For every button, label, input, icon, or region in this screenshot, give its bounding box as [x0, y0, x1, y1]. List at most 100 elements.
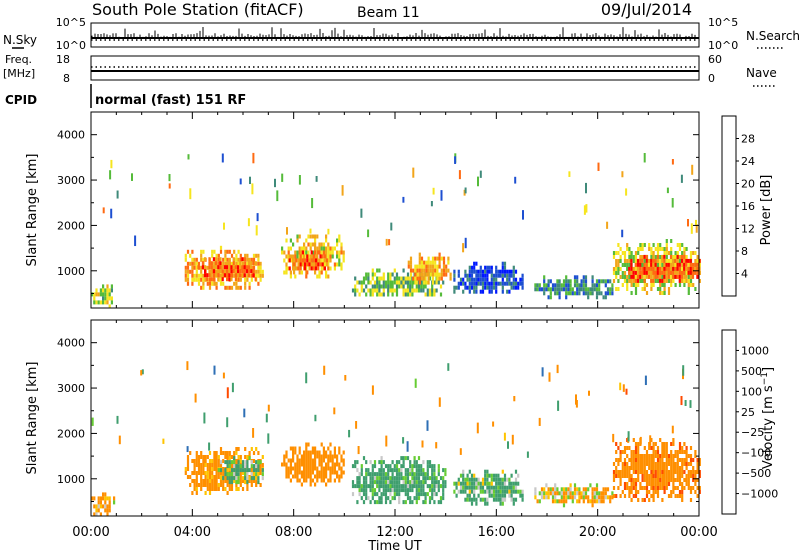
heatmap-cell	[453, 481, 456, 486]
heatmap-cell	[309, 228, 312, 234]
heatmap-cell	[667, 262, 670, 267]
heatmap-cell	[237, 249, 240, 254]
heatmap-cell	[582, 275, 585, 280]
heatmap-cell	[202, 471, 205, 475]
heatmap-cell	[492, 485, 496, 490]
heatmap-cell	[414, 276, 417, 281]
heatmap-cell	[409, 268, 413, 273]
heatmap-cell	[104, 300, 107, 305]
heatmap-cell	[296, 458, 299, 463]
heatmap-cell	[667, 454, 671, 458]
heatmap-cell	[378, 500, 381, 505]
heatmap-cell	[600, 279, 603, 284]
heatmap-cell	[687, 470, 690, 474]
heatmap-cell	[462, 277, 465, 282]
heatmap-cell	[475, 501, 478, 506]
heatmap-cell	[222, 459, 225, 463]
heatmap-cell	[331, 462, 334, 467]
heatmap-cell	[468, 285, 471, 290]
heatmap-cell	[301, 258, 304, 263]
heatmap-cell	[650, 470, 653, 474]
heatmap-cell	[435, 492, 438, 497]
heatmap-cell	[193, 467, 196, 471]
heatmap-cell	[424, 476, 427, 481]
heatmap-cell	[191, 491, 194, 495]
heatmap-cell	[208, 487, 212, 491]
heatmap-cell	[406, 284, 410, 289]
heatmap-cell	[554, 483, 557, 488]
heatmap-cell	[466, 477, 469, 482]
heatmap-cell	[670, 251, 673, 255]
heatmap-cell	[455, 493, 458, 498]
heatmap-cell	[543, 279, 546, 284]
heatmap-cell	[641, 466, 644, 470]
heatmap-cell	[466, 273, 469, 278]
heatmap-cell	[193, 487, 196, 491]
heatmap-cell	[663, 442, 666, 446]
heatmap-cell	[389, 480, 392, 485]
heatmap-cell	[575, 394, 577, 405]
heatmap-cell	[674, 478, 677, 482]
heatmap-cell	[661, 258, 664, 263]
heatmap-cell	[641, 474, 644, 478]
heatmap-cell	[206, 479, 209, 483]
heatmap-cell	[437, 500, 440, 505]
heatmap-cell	[195, 269, 198, 274]
heatmap-cell	[582, 279, 585, 284]
heatmap-cell	[556, 491, 559, 496]
heatmap-cell	[696, 466, 699, 470]
colorbar-frame	[721, 115, 737, 297]
heatmap-cell	[696, 470, 699, 474]
heatmap-cell	[656, 263, 660, 267]
heatmap-cell	[217, 483, 220, 487]
heatmap-cell	[217, 487, 220, 491]
heatmap-cell	[108, 496, 111, 501]
heatmap-cell	[398, 472, 401, 477]
heatmap-cell	[293, 266, 296, 271]
heatmap-cell	[643, 259, 646, 263]
heatmap-cell	[634, 291, 638, 295]
heatmap-cell	[303, 250, 306, 255]
heatmap-cell	[252, 273, 255, 278]
heatmap-cell	[694, 259, 697, 263]
heatmap-cell	[208, 471, 212, 475]
heatmap-cell	[305, 478, 308, 483]
heatmap-cell	[457, 481, 460, 486]
heatmap-cell	[211, 463, 214, 467]
heatmap-cell	[548, 372, 551, 382]
heatmap-cell	[503, 432, 506, 441]
heatmap-cell	[468, 493, 471, 498]
heatmap-cell	[235, 480, 238, 485]
heatmap-cell	[689, 462, 693, 466]
heatmap-cell	[208, 459, 212, 463]
heatmap-cell	[331, 254, 334, 259]
heatmap-cell	[632, 274, 635, 279]
beam-label: Beam 11	[357, 5, 420, 21]
heatmap-cell	[423, 268, 426, 273]
heatmap-cell	[292, 254, 295, 259]
heatmap-cell	[208, 475, 212, 479]
heatmap-cell	[318, 470, 321, 475]
heatmap-cell	[545, 491, 548, 496]
heatmap-cell	[202, 249, 205, 254]
heatmap-cell	[628, 275, 631, 279]
heatmap-cell	[413, 476, 416, 481]
heatmap-cell	[340, 250, 343, 255]
heatmap-cell	[341, 185, 344, 196]
heatmap-cell	[223, 222, 225, 230]
heatmap-cell	[420, 480, 423, 485]
heatmap-cell	[431, 280, 435, 285]
heatmap-cell	[508, 493, 511, 498]
heatmap-cell	[307, 458, 310, 463]
heatmap-cell	[486, 269, 489, 274]
heatmap-cell	[623, 470, 627, 474]
heatmap-cell	[93, 512, 96, 517]
heatmap-cell	[194, 393, 197, 403]
heatmap-cell	[228, 480, 231, 485]
heatmap-cell	[558, 279, 561, 284]
heatmap-cell	[672, 470, 675, 474]
heatmap-cell	[195, 257, 198, 262]
heatmap-cell	[411, 484, 414, 489]
heatmap-cell	[213, 249, 216, 254]
heatmap-cell	[630, 458, 633, 462]
